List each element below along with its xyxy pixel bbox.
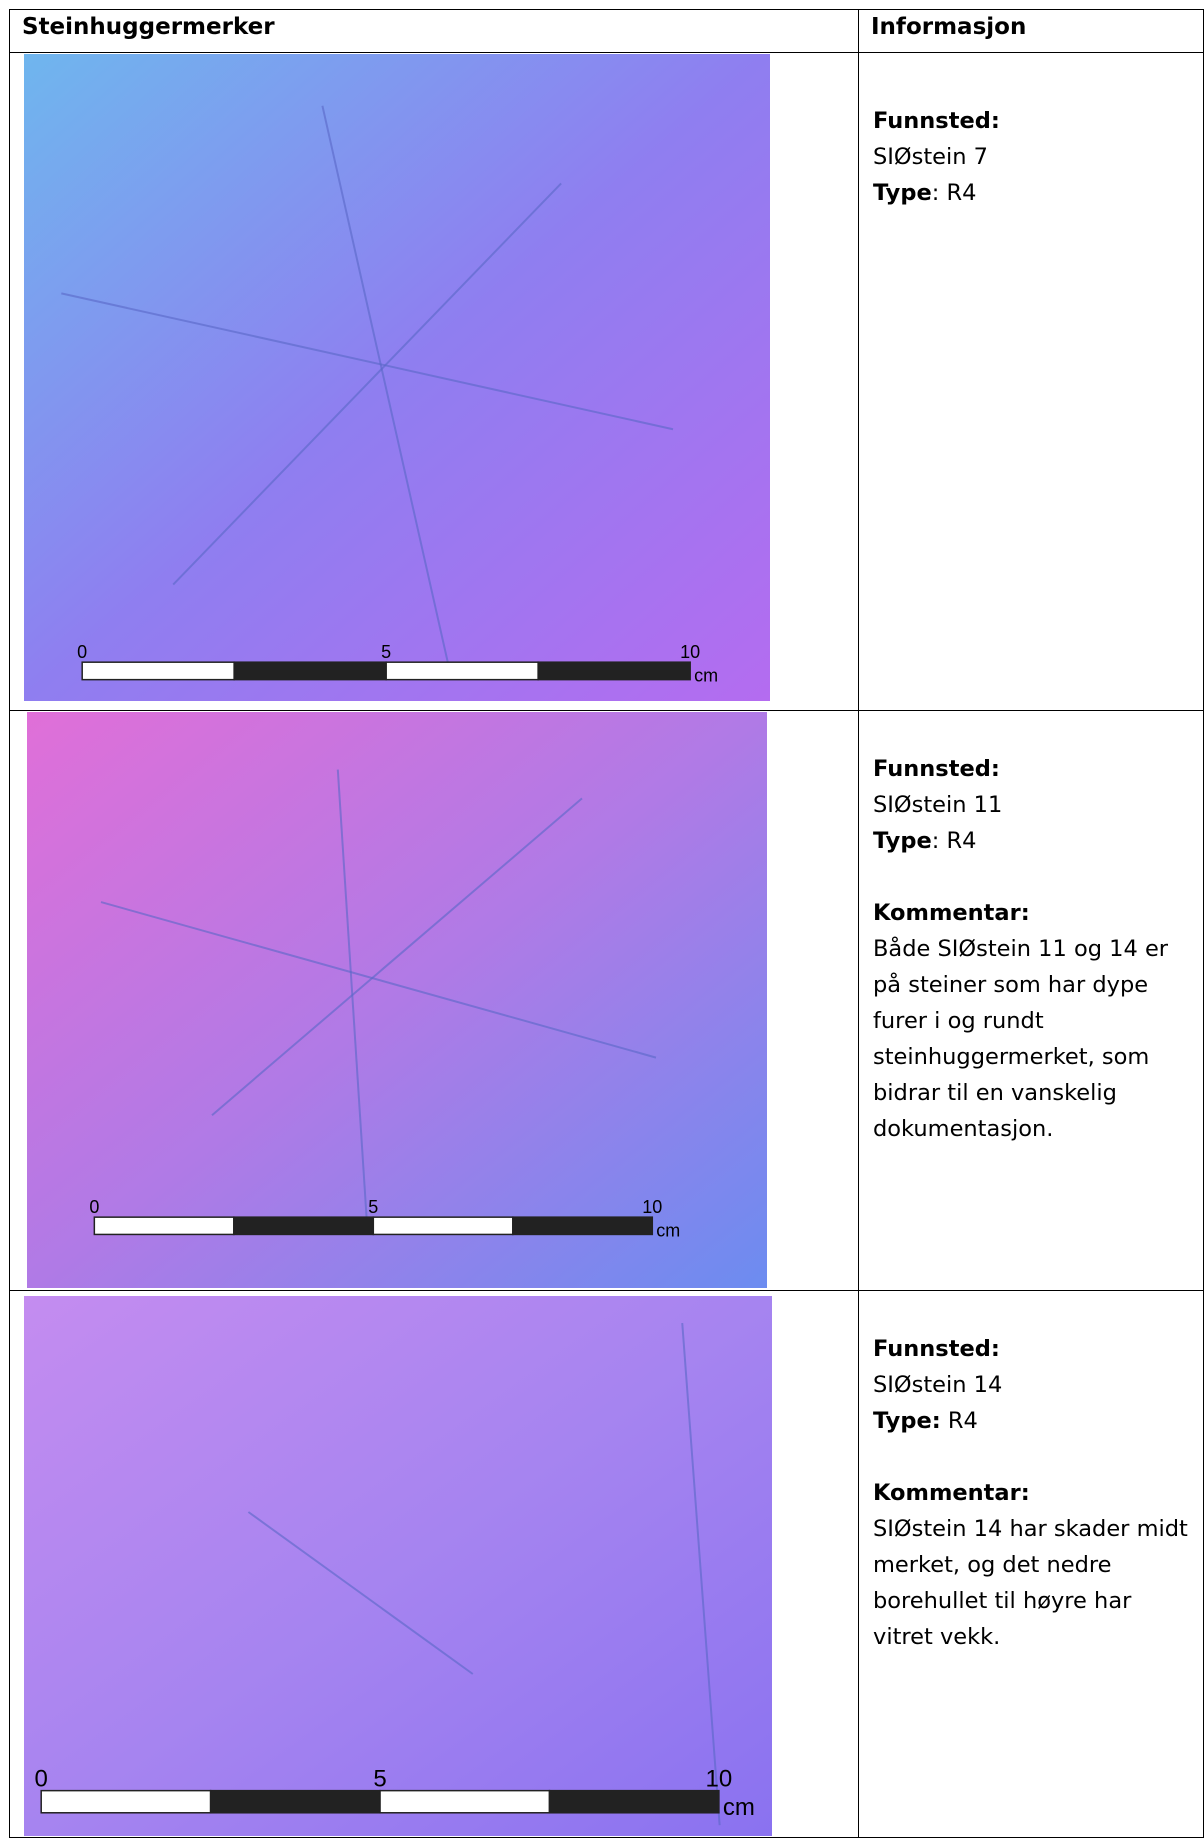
image-cell: 0 5 10 cm <box>9 710 859 1291</box>
funnsted-value: SIØstein 7 <box>873 144 988 170</box>
spacer <box>873 725 1191 751</box>
image-cell: 0 5 10 cm <box>9 52 859 711</box>
comment: SIØstein 14 har skader midt merket, og d… <box>873 1516 1188 1650</box>
scale-segment <box>81 661 235 681</box>
stone-surface <box>27 712 767 1288</box>
stone-mark-table: Steinhuggermerker Informasjon 0 5 10 cm Funn… <box>9 9 1204 1838</box>
scale-label: 5 <box>381 642 391 662</box>
type-label: Type <box>873 828 932 854</box>
scale-segment <box>233 1216 375 1236</box>
comment-label: Kommentar: <box>873 895 1191 931</box>
info-cell: Funnsted: SIØstein 14 Type: R4 Kommentar: SI… <box>858 1290 1204 1838</box>
funnsted-label: Funnsted: <box>873 1331 1191 1367</box>
row: 0 5 10 cm Funnsted: SIØstein 14 Type: R4 Kommen… <box>9 1290 1204 1838</box>
header-cell: Steinhuggermerker <box>9 9 859 53</box>
type-label: Type <box>873 180 932 206</box>
spacer <box>873 1305 1191 1331</box>
scale-segment <box>209 1789 381 1814</box>
header-row: Steinhuggermerker Informasjon <box>9 9 1204 53</box>
comment: Både SIØstein 11 og 14 er på steiner som… <box>873 936 1169 1142</box>
engraved-line <box>336 769 369 1231</box>
engraved-line <box>100 901 657 1059</box>
type-line: Type: R4 <box>873 823 1191 859</box>
engraved-line <box>172 182 562 586</box>
funnsted-value: SIØstein 11 <box>873 792 1003 818</box>
type-line: Type: R4 <box>873 1403 1191 1439</box>
spacer <box>873 859 1191 895</box>
scale-segment <box>537 661 691 681</box>
stone-image: 0 5 10 cm <box>24 54 770 701</box>
spacer <box>873 67 1191 103</box>
scale-label: 5 <box>368 1197 378 1217</box>
scale-label: 10 <box>642 1197 662 1217</box>
row: 0 5 10 cm Funnsted: SIØstein 11 Type: R4 Kommen… <box>9 710 1204 1291</box>
engraved-line <box>321 105 451 669</box>
scale-label: 10 <box>706 1766 733 1793</box>
scale-label: 0 <box>89 1197 99 1217</box>
scale-segment <box>548 1789 720 1814</box>
stone-surface <box>24 54 770 701</box>
spacer <box>873 1439 1191 1475</box>
type-label: Type: <box>873 1408 941 1434</box>
header-cell: Informasjon <box>858 9 1204 53</box>
scale-unit: cm <box>694 666 718 686</box>
comment-label-text: Kommentar: <box>873 1480 1030 1506</box>
scale-unit: cm <box>723 1794 755 1821</box>
type-value: : R4 <box>931 828 977 854</box>
scale-label: 0 <box>35 1766 48 1793</box>
row: 0 5 10 cm Funnsted: SIØstein 7 Type: R4 <box>9 52 1204 711</box>
comment-label-text: Kommentar: <box>873 900 1030 926</box>
scale-segment <box>372 1216 514 1236</box>
scale-segment <box>233 661 387 681</box>
info-cell: Funnsted: SIØstein 11 Type: R4 Kommentar: Bå… <box>858 710 1204 1291</box>
funnsted-label: Funnsted: <box>873 103 1191 139</box>
image-cell: 0 5 10 cm <box>9 1290 859 1838</box>
scale-label: 5 <box>373 1766 386 1793</box>
type-line: Type: R4 <box>873 175 1191 211</box>
comment-label: Kommentar: <box>873 1475 1191 1511</box>
funnsted-label: Funnsted: <box>873 751 1191 787</box>
type-value: R4 <box>940 1408 978 1434</box>
engraved-line <box>61 292 674 431</box>
engraved-line <box>681 1322 721 1826</box>
info-cell: Funnsted: SIØstein 7 Type: R4 <box>858 52 1204 711</box>
scale-segment <box>379 1789 551 1814</box>
funnsted-label-text: Funnsted: <box>873 1336 1000 1362</box>
scale-label: 10 <box>680 642 700 662</box>
stone-surface <box>24 1296 772 1836</box>
scale-segment <box>40 1789 212 1814</box>
funnsted-value: SIØstein 14 <box>873 1372 1003 1398</box>
scale-label: 0 <box>77 642 87 662</box>
stone-image: 0 5 10 cm <box>27 712 767 1288</box>
scale-segment <box>93 1216 235 1236</box>
funnsted-label-text: Funnsted: <box>873 756 1000 782</box>
funnsted-label-text: Funnsted: <box>873 108 1000 134</box>
engraved-line <box>247 1511 474 1675</box>
scale-segment <box>512 1216 654 1236</box>
scale-segment <box>385 661 539 681</box>
type-value: : R4 <box>931 180 977 206</box>
scale-unit: cm <box>656 1220 680 1240</box>
engraved-line <box>211 797 583 1116</box>
